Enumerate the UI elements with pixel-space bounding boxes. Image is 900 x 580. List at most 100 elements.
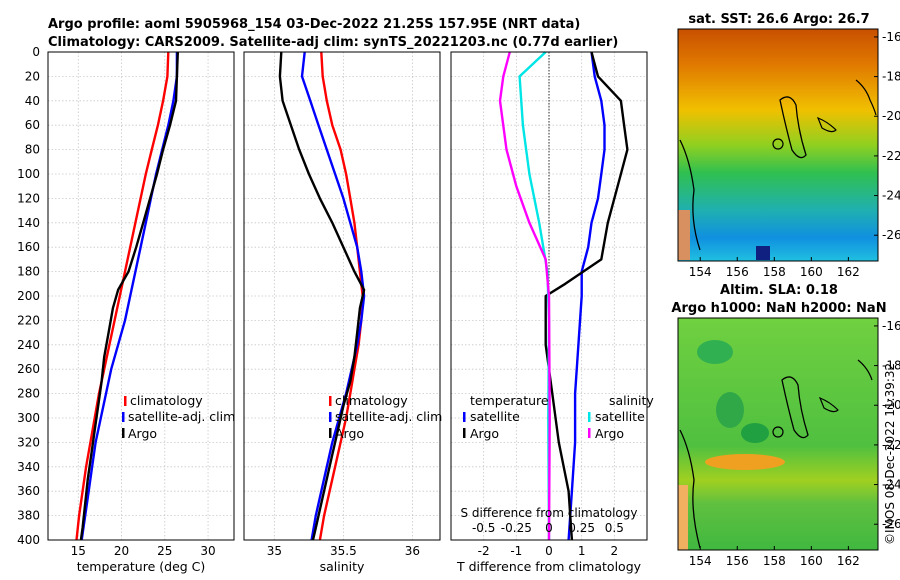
sst-map: sat. SST: 26.6 Argo: 26.7 -16 -18 -20 -22 -2… [677,12,900,279]
s-diff-tick-label: 0.5 [605,521,624,535]
s-difference-axis-label: S difference from climatology [461,506,638,520]
map-y-tick-label: -16 [882,30,900,44]
salinity-axes-frame [243,51,441,541]
map-y-tick-label: -18 [882,359,900,373]
s-diff-tick-label: -0.25 [501,521,532,535]
land-coast-patch [678,485,688,550]
legend-argo: Argo [128,426,157,441]
y-tick-label: 160 [17,240,40,254]
series-argo [79,51,179,541]
map-x-tick-label: 156 [726,265,749,279]
legend-marker-t-satellite [463,412,466,422]
y-tick-label: 220 [17,313,40,327]
x-tick-label: 2 [611,544,619,558]
legend-marker-s-satellite [588,412,591,422]
series-satellite-adj-clim [80,52,179,541]
legend-climatology: climatology [130,393,203,408]
y-tick-label: 80 [25,143,40,157]
series-t-argo [544,51,629,541]
y-tick-label: 100 [17,167,40,181]
series-climatology [75,51,170,541]
sst-cold-patch [756,246,770,260]
map-y-tick-label: -22 [882,149,900,163]
difference-legend: temperature satellite Argo salinity sate… [463,393,654,441]
y-tick-label: 0 [32,45,40,59]
map-y-tick-label: -18 [882,70,900,84]
x-tick-label: 0 [545,544,553,558]
map-x-tick-label: 156 [726,554,749,568]
map-y-tick-label: -26 [882,228,900,242]
new-caledonia-outline [781,376,809,439]
temperature-axes-frame [47,51,235,541]
s-diff-tick-label: 0 [545,521,553,535]
map-x-tick-label: 160 [800,265,823,279]
temperature-legend: climatology satellite-adj. clim Argo [122,393,235,441]
legend-marker-climatology [124,396,127,406]
x-tick-label: 20 [114,544,129,558]
sla-map-subtitle: Argo h1000: NaN h2000: NaN [671,301,886,316]
temperature-panel: 0 20 40 60 80 100 120 140 160 180 200 220 240 260 280 3… [17,45,235,574]
map-x-tick-label: 160 [800,554,823,568]
legend-t-argo: Argo [470,426,499,441]
island-outline [855,79,877,116]
series-s-argo [498,51,551,541]
sst-field [678,29,878,261]
y-tick-label: 260 [17,362,40,376]
map-x-tick-label: 154 [689,554,712,568]
legend-marker-argo [329,428,332,438]
legend-marker-argo [122,428,125,438]
y-tick-label: 120 [17,191,40,205]
x-tick-label: 1 [578,544,586,558]
x-tick-label: -1 [510,544,522,558]
legend-title-temperature: temperature [470,393,549,408]
s-diff-tick-label: 0.25 [568,521,595,535]
legend-argo: Argo [335,426,364,441]
map-y-tick-label: -20 [882,109,900,123]
difference-axes-frame [450,51,648,541]
figure-title-line1: Argo profile: aoml 5905968_154 03-Dec-20… [48,17,580,32]
temperature-xlabel: temperature (deg C) [77,559,206,574]
y-tick-label: 280 [17,387,40,401]
new-caledonia-outline [779,96,807,159]
figure-title-line2: Climatology: CARS2009. Satellite-adj cli… [48,35,618,50]
sla-low-patch [741,423,769,443]
sla-map-title: Altim. SLA: 0.18 [720,283,838,298]
legend-t-satellite: satellite [470,409,520,424]
map-x-tick-label: 158 [763,554,786,568]
map-x-tick-label: 154 [689,265,712,279]
y-tick-label: 240 [17,338,40,352]
legend-climatology: climatology [335,393,408,408]
map-x-tick-label: 162 [837,554,860,568]
x-tick-label: 35.5 [330,544,357,558]
island-outline [816,116,837,133]
legend-marker-s-argo [588,428,591,438]
legend-s-argo: Argo [595,426,624,441]
map-y-tick-label: -24 [882,189,900,203]
y-tick-label: 320 [17,435,40,449]
map-y-tick-label: -16 [882,319,900,333]
salinity-legend: climatology satellite-adj. clim Argo [329,393,442,441]
x-tick-label: 35 [267,544,282,558]
x-tick-label: 36 [405,544,420,558]
sla-map: Altim. SLA: 0.18 Argo h1000: NaN h2000: … [671,283,900,568]
island-outline [818,396,839,413]
sla-low-patch [716,392,744,428]
map-y-tick-label: -22 [882,438,900,452]
land-coast-patch [678,210,690,260]
y-tick-label: 400 [17,533,40,547]
australia-coast-outline [679,139,701,251]
y-tick-label: 40 [25,94,40,108]
sst-map-frame [677,28,879,262]
y-tick-label: 380 [17,509,40,523]
y-tick-label: 200 [17,289,40,303]
x-tick-label: 15 [71,544,86,558]
sla-low-patch [697,340,733,364]
legend-marker-t-argo [463,428,466,438]
y-tick-label: 300 [17,411,40,425]
legend-satellite: satellite-adj. clim [128,409,235,424]
sst-map-title: sat. SST: 26.6 Argo: 26.7 [688,12,869,27]
map-y-tick-label: -24 [882,478,900,492]
y-tick-label: 140 [17,216,40,230]
map-y-tick-label: -26 [882,517,900,531]
